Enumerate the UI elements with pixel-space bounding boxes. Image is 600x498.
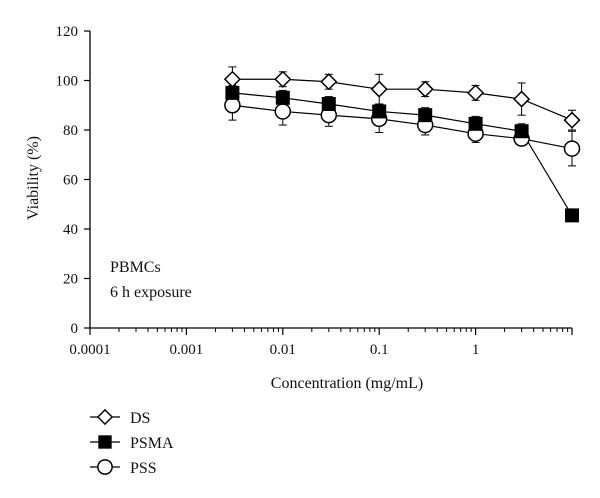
x-tick-label: 1 — [472, 342, 480, 358]
psma-point — [418, 108, 433, 123]
ds-point — [274, 70, 292, 88]
ds-point — [513, 90, 531, 108]
x-axis-label: Concentration (mg/mL) — [271, 375, 423, 392]
ds-point — [370, 80, 388, 98]
x-tick-label: 0.1 — [370, 342, 389, 358]
y-tick-label: 120 — [56, 24, 79, 40]
legend-label-ds: DS — [130, 410, 150, 427]
pss-point — [224, 97, 241, 114]
legend-label-psma: PSMA — [130, 435, 174, 452]
ds-point — [320, 73, 338, 91]
ds-point — [416, 80, 434, 98]
y-tick-label: 60 — [63, 173, 78, 189]
psma-point — [372, 104, 387, 119]
x-tick-label: 0.01 — [270, 342, 296, 358]
x-tick-label: 0.001 — [170, 342, 204, 358]
y-tick-label: 40 — [63, 222, 78, 238]
psma-point — [321, 97, 336, 112]
y-axis-label: Viability (%) — [25, 136, 42, 220]
legend-marker-ds — [96, 408, 114, 426]
pss-point — [274, 103, 292, 120]
x-tick-label: 0.0001 — [69, 342, 110, 358]
psma-series-line — [232, 92, 573, 216]
annotation-line-2: 6 h exposure — [110, 284, 192, 301]
psma-point — [514, 124, 529, 139]
y-tick-label: 20 — [63, 272, 78, 288]
legend-marker-pss — [97, 459, 113, 475]
psma-point — [565, 208, 579, 223]
psma-point — [275, 90, 290, 105]
annotation-line-1: PBMCs — [110, 259, 161, 276]
legend-marker-psma — [98, 435, 112, 449]
y-tick-label: 0 — [71, 321, 79, 337]
psma-point — [468, 116, 483, 131]
y-tick-label: 80 — [63, 123, 78, 139]
y-tick-label: 100 — [56, 74, 79, 90]
ds-point — [563, 111, 581, 129]
ds-point — [467, 84, 485, 102]
psma-point — [225, 85, 240, 100]
ds-point — [223, 70, 241, 88]
pss-point — [563, 140, 581, 157]
legend-label-pss: PSS — [130, 460, 157, 477]
